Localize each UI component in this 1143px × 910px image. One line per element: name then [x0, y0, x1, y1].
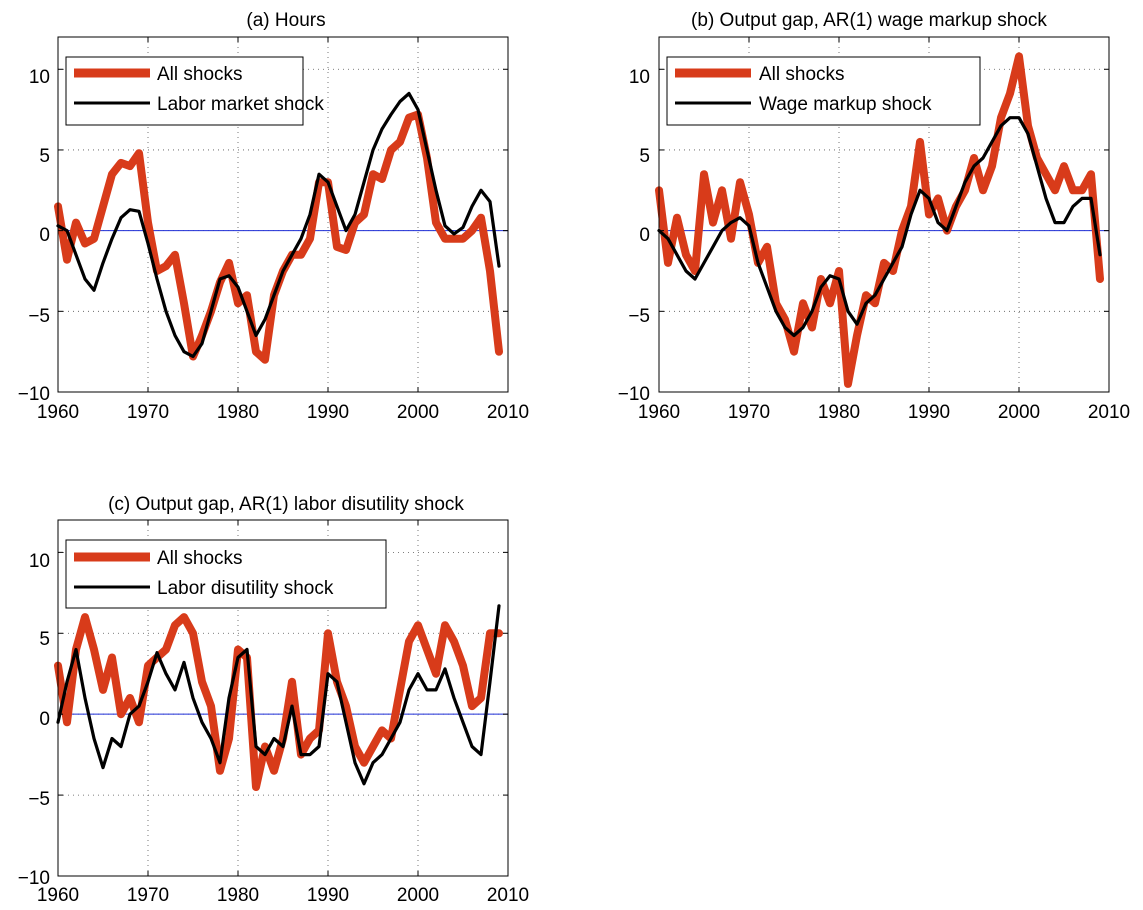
series-line-shock-component: [56, 604, 501, 786]
series-line-all-shocks: [655, 52, 1104, 388]
panel-b-xtick-label: 1960: [638, 402, 680, 423]
panel-b-xtick-label: 1970: [728, 402, 770, 423]
axes-frame: [57, 519, 509, 877]
legend-label: All shocks: [759, 64, 845, 85]
panel-a-ytick-label: 5: [39, 146, 50, 167]
legend-label: Labor market shock: [157, 94, 324, 115]
panel-b-ytick-label: −10: [618, 384, 650, 405]
panel-a-xtick-label: 1960: [37, 402, 79, 423]
series-line-shock-component: [657, 116, 1102, 338]
panel-b-xtick-label: 2010: [1088, 402, 1130, 423]
panel-a-xtick-label: 2010: [487, 402, 529, 423]
legend-box: [65, 56, 304, 126]
legend-label: Wage markup shock: [759, 94, 932, 115]
panel-b-ytick-label: 0: [639, 225, 650, 246]
panel-b-xtick-label: 1990: [908, 402, 950, 423]
legend-box: [65, 539, 387, 609]
legend-box: [666, 56, 981, 126]
panel-a-ytick-label: 10: [29, 67, 50, 88]
panel-c-xtick-label: 1970: [127, 885, 169, 906]
legend-label: All shocks: [157, 64, 243, 85]
panel-a-xtick-label: 2000: [397, 402, 439, 423]
panel-c: (c) Output gap, AR(1) labor disutility s…: [18, 494, 529, 906]
panel-a-legend: All shocks Labor market shock: [65, 56, 324, 126]
series-line-all-shocks: [54, 110, 503, 364]
panel-b-ytick-label: 5: [639, 146, 650, 167]
panel-a-xtick-label: 1980: [217, 402, 259, 423]
panel-b-title: (b) Output gap, AR(1) wage markup shock: [691, 10, 1047, 31]
series-line-all-shocks: [54, 613, 503, 791]
panel-b-xtick-label: 1980: [818, 402, 860, 423]
panel-b-ytick-label: 10: [629, 67, 650, 88]
panel-c-legend: All shocks Labor disutility shock: [65, 539, 387, 609]
panel-c-ytick-label: −5: [28, 789, 50, 810]
panel-a-xtick-label: 1970: [127, 402, 169, 423]
legend-label: All shocks: [157, 548, 243, 569]
panel-c-ytick-label: −10: [18, 868, 50, 889]
panel-c-xtick-label: 1990: [307, 885, 349, 906]
panel-a-ytick-label: −10: [18, 384, 50, 405]
panel-b-xtick-label: 2000: [998, 402, 1040, 423]
panel-a-ytick-label: 0: [39, 225, 50, 246]
panel-a-title: (a) Hours: [246, 10, 325, 31]
panel-b-ytick-label: −5: [628, 306, 650, 327]
panel-c-xtick-label: 2000: [397, 885, 439, 906]
axes-frame: [658, 36, 1110, 393]
panel-b-plot-area: [655, 36, 1110, 393]
panel-a: (a) Hours 1960 1970 1980 1990 2000 2010 …: [18, 10, 529, 423]
panel-c-ytick-label: 0: [39, 709, 50, 730]
panel-c-ytick-label: 10: [29, 551, 50, 572]
panel-c-xtick-label: 1980: [217, 885, 259, 906]
panel-b-legend: All shocks Wage markup shock: [666, 56, 981, 126]
legend-label: Labor disutility shock: [157, 578, 334, 599]
panel-b: (b) Output gap, AR(1) wage markup shock …: [618, 10, 1130, 423]
panel-a-xtick-label: 1990: [307, 402, 349, 423]
panel-c-ytick-label: 5: [39, 629, 50, 650]
axes-frame: [57, 36, 509, 393]
panel-c-xtick-label: 1960: [37, 885, 79, 906]
panel-a-ytick-label: −5: [28, 306, 50, 327]
panel-c-title: (c) Output gap, AR(1) labor disutility s…: [108, 494, 464, 515]
panel-c-xtick-label: 2010: [487, 885, 529, 906]
series-line-shock-component: [56, 91, 501, 359]
